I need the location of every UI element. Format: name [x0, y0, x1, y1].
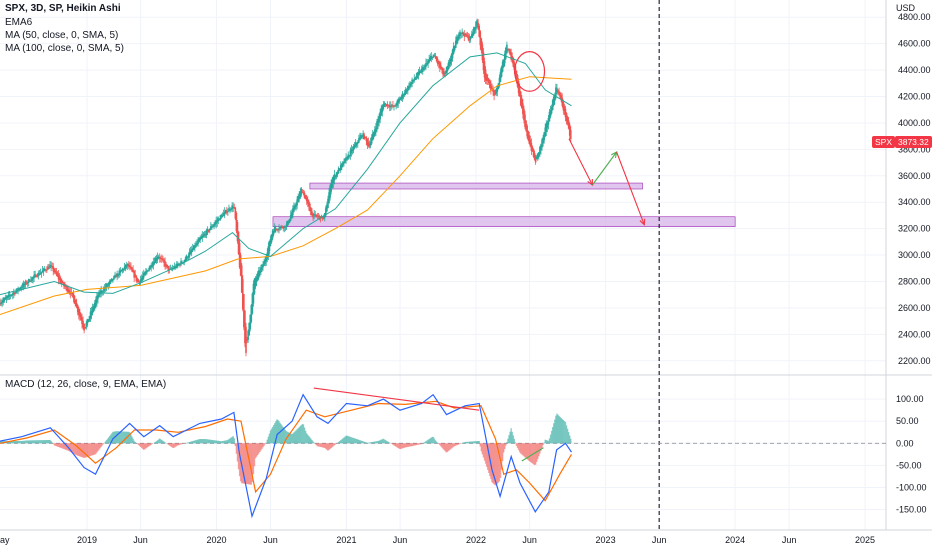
price-tick-label: 3000.00 [898, 250, 931, 260]
macd-tick-label: 100.00 [896, 394, 924, 404]
candle-down [246, 340, 248, 341]
time-tick-label-edge: ay [0, 535, 10, 545]
time-tick-label: 2023 [596, 535, 616, 545]
price-tick-label: 4400.00 [898, 65, 931, 75]
candle-up [222, 216, 224, 217]
macd-tick-label: 50.00 [896, 416, 919, 426]
macd-histogram-bar [515, 442, 516, 443]
candle-up [117, 275, 119, 276]
unit-label: USD [896, 3, 915, 13]
price-tick-label: 3200.00 [898, 224, 931, 234]
macd-tick-label: -100.00 [896, 482, 927, 492]
candle-up [338, 168, 340, 173]
macd-histogram-bar [264, 443, 265, 444]
price-tick-label: 2200.00 [898, 356, 931, 366]
macd-histogram-bar [234, 438, 235, 443]
macd-legend: MACD (12, 26, close, 9, EMA, EMA) [5, 379, 166, 390]
price-tick-label: 2600.00 [898, 303, 931, 313]
time-tick-label: Jun [652, 535, 667, 545]
time-tick-label: Jun [263, 535, 278, 545]
candle-down [46, 270, 48, 271]
time-tick-label: Jun [522, 535, 537, 545]
macd-histogram-bar [542, 443, 543, 445]
time-tick-label: 2021 [336, 535, 356, 545]
time-tick-label: 2020 [207, 535, 227, 545]
ma50-line [0, 53, 572, 295]
price-tick-label: 2400.00 [898, 329, 931, 339]
time-tick-label: 2025 [855, 535, 875, 545]
support-zones [273, 183, 735, 227]
ma100-line [0, 77, 572, 315]
macd-histogram-bar [505, 443, 506, 445]
candle-up [114, 275, 116, 278]
symbol-tag: SPX [872, 136, 895, 148]
macd-tick-label: -50.00 [896, 460, 922, 470]
price-tick-label: 2800.00 [898, 276, 931, 286]
macd-tick-label: 0.00 [896, 438, 914, 448]
price-tick-label: 4000.00 [898, 118, 931, 128]
forecast-arrow-down [569, 139, 592, 185]
time-tick-label: 2024 [725, 535, 745, 545]
macd-tick-label: -150.00 [896, 505, 927, 515]
price-tick-label: 4200.00 [898, 92, 931, 102]
time-tick-label: Jun [782, 535, 797, 545]
price-tick-label: 3600.00 [898, 171, 931, 181]
price-tick-label: 4600.00 [898, 39, 931, 49]
macd-histogram-bar [152, 443, 153, 444]
forecast-arrow-up [592, 152, 616, 185]
macd-histogram-bar [313, 443, 314, 444]
last-price-tag: 3873.32 [895, 136, 932, 148]
time-tick-label: Jun [393, 535, 408, 545]
candle-up [423, 69, 425, 70]
price-tick-label: 3400.00 [898, 197, 931, 207]
price-tick-label: 4800.00 [898, 12, 931, 22]
time-tick-label: 2022 [466, 535, 486, 545]
ma100-legend: MA (100, close, 0, SMA, 5) [5, 43, 124, 54]
macd-histogram-bar [389, 443, 390, 444]
candle-down [570, 130, 572, 139]
candle-down [205, 235, 207, 236]
candle-down [36, 276, 38, 277]
macd-histogram-bar [103, 443, 104, 444]
candle-down [48, 268, 50, 269]
chart-title: SPX, 3D, SP, Heikin Ashi [5, 3, 121, 14]
macd-histogram-bar [421, 443, 422, 444]
candle-down [14, 293, 16, 294]
macd-histogram-bar [51, 442, 52, 443]
candle-up [219, 220, 221, 221]
ma50-legend: MA (50, close, 0, SMA, 5) [5, 30, 118, 41]
macd-pane [0, 388, 886, 516]
candle-up [274, 227, 276, 232]
candle-down [208, 231, 210, 232]
ema-legend: EMA6 [5, 17, 32, 28]
time-tick-label: 2019 [77, 535, 97, 545]
grid [0, 0, 932, 530]
time-tick-label: Jun [133, 535, 148, 545]
candle-down [26, 283, 28, 284]
macd-histogram-bar [570, 439, 571, 443]
macd-histogram-bar [479, 441, 480, 443]
